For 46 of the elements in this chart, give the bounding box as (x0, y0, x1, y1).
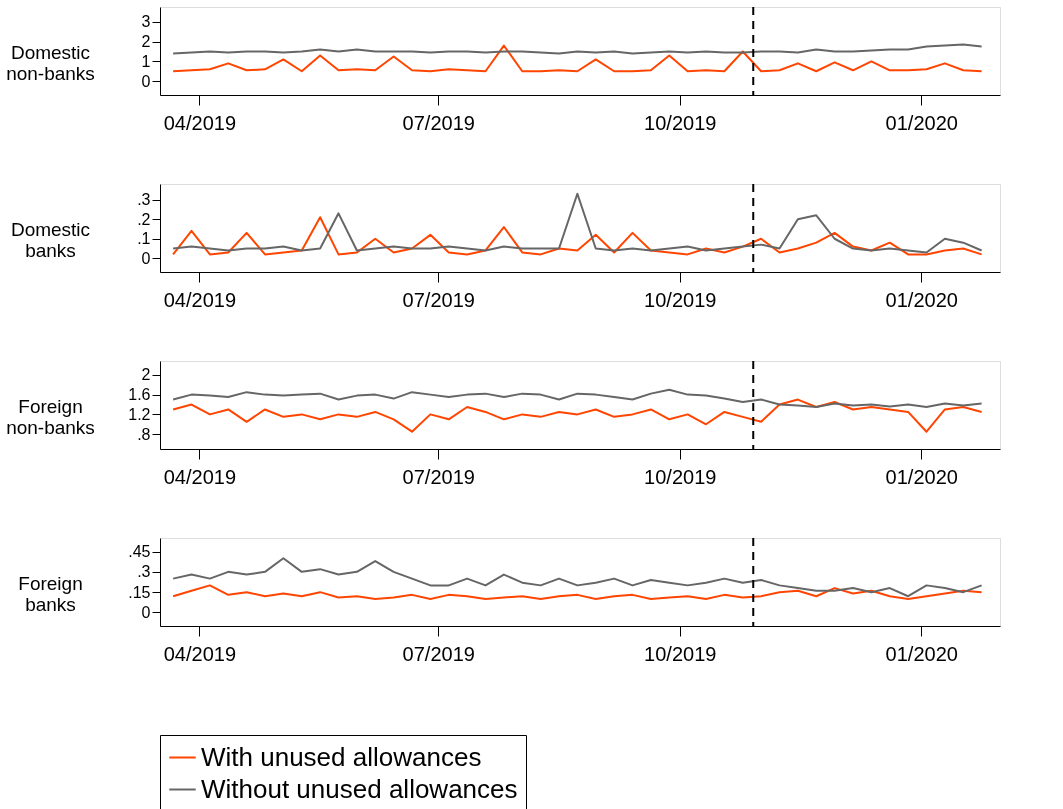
y-tick-label: .45 (128, 543, 151, 561)
y-axis-title: Foreign non-banks (6, 395, 95, 438)
x-tick-label: 10/2019 (644, 465, 717, 488)
line-series (172, 192, 983, 254)
y-tick-label: 0 (141, 72, 151, 90)
line-series (172, 216, 983, 256)
y-axis-title: Foreign banks (18, 572, 83, 615)
x-tick-label: 04/2019 (163, 288, 237, 311)
y-tick-label: 1.2 (128, 405, 151, 423)
x-tick-label: 07/2019 (402, 465, 475, 488)
line-series (172, 388, 983, 408)
x-tick-label: 07/2019 (402, 288, 475, 311)
y-tick-label: .15 (128, 583, 151, 601)
y-tick-label: .3 (137, 191, 151, 209)
y-tick-label: 1 (141, 52, 151, 70)
x-tick-label: 01/2020 (885, 465, 958, 488)
y-tick-label: 1.6 (128, 386, 151, 404)
line-series (172, 44, 983, 73)
y-tick-label: 2 (141, 366, 151, 384)
line-series (172, 398, 983, 433)
legend-label: With unused allowances (201, 741, 482, 772)
x-tick-label: 01/2020 (885, 642, 958, 665)
legend-label: Without unused allowances (201, 773, 518, 804)
x-tick-label: 04/2019 (163, 111, 237, 134)
y-tick-label: .1 (137, 230, 151, 248)
y-tick-label: 0 (141, 249, 151, 267)
x-tick-label: 10/2019 (644, 642, 717, 665)
x-tick-label: 07/2019 (402, 111, 475, 134)
x-tick-label: 10/2019 (644, 111, 717, 134)
x-tick-label: 04/2019 (163, 465, 237, 488)
x-tick-label: 10/2019 (644, 288, 717, 311)
y-axis-title: Domestic non-banks (6, 41, 95, 84)
x-tick-label: 01/2020 (885, 111, 958, 134)
line-series (172, 557, 983, 598)
y-tick-label: 0 (141, 603, 151, 621)
y-axis-title: Domestic banks (10, 218, 91, 261)
y-tick-label: .3 (137, 563, 151, 581)
line-series (172, 43, 983, 55)
line-series (172, 584, 983, 600)
y-tick-label: .8 (137, 425, 151, 443)
x-tick-label: 07/2019 (402, 642, 475, 665)
y-tick-label: 2 (141, 33, 151, 51)
y-tick-label: 3 (141, 13, 151, 31)
x-tick-label: 01/2020 (885, 288, 958, 311)
y-tick-label: .2 (137, 210, 151, 228)
x-tick-label: 04/2019 (163, 642, 237, 665)
